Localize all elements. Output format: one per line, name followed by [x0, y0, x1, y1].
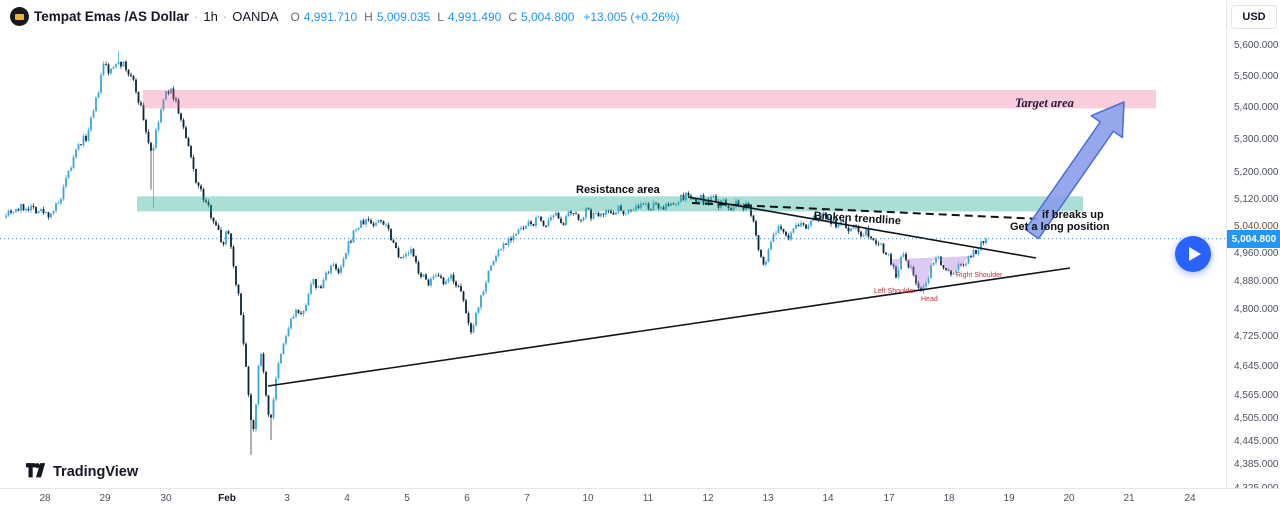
tradingview-window: Resistance area Target area Broken trend… [0, 0, 1280, 508]
play-button[interactable] [1175, 236, 1211, 272]
breakout-note-line1[interactable]: if breaks up [1042, 209, 1104, 221]
ohlc-values: O 4,991.710 H 5,009.035 L 4,991.490 C 5,… [290, 10, 679, 24]
low-value: 4,991.490 [448, 10, 501, 24]
separator-dot: · [223, 9, 227, 24]
time-tick-label: 3 [284, 493, 290, 504]
price-tick-label: 5,300.000 [1234, 134, 1279, 145]
time-tick-label: 13 [762, 493, 773, 504]
timeframe-label[interactable]: 1h [203, 9, 217, 24]
time-tick-label: 28 [39, 493, 50, 504]
time-tick-label: 30 [160, 493, 171, 504]
price-tick-label: 4,725.000 [1234, 331, 1279, 342]
time-tick-label: 7 [524, 493, 530, 504]
price-tick-label: 4,565.000 [1234, 390, 1279, 401]
left-shoulder-label[interactable]: Left Shoulder [874, 288, 916, 295]
resistance-area-label[interactable]: Resistance area [576, 184, 660, 196]
tradingview-logo-icon [26, 463, 46, 480]
open-value: 4,991.710 [304, 10, 357, 24]
price-tick-label: 4,645.000 [1234, 361, 1279, 372]
price-tick-label: 5,400.000 [1234, 102, 1279, 113]
time-tick-label: 24 [1184, 493, 1195, 504]
candles-layer [5, 51, 987, 455]
last-price-badge: 5,004.800 [1227, 230, 1280, 248]
time-tick-label: 29 [99, 493, 110, 504]
time-tick-label: 19 [1003, 493, 1014, 504]
high-label: H [364, 10, 373, 24]
play-icon [1189, 247, 1201, 261]
open-label: O [290, 10, 299, 24]
price-tick-label: 4,445.000 [1234, 436, 1279, 447]
time-tick-label: 10 [582, 493, 593, 504]
price-tick-label: 4,385.000 [1234, 459, 1279, 470]
low-label: L [437, 10, 444, 24]
price-tick-label: 5,600.000 [1234, 40, 1279, 51]
time-tick-label: 17 [883, 493, 894, 504]
time-tick-label: 4 [344, 493, 350, 504]
time-tick-label: 14 [822, 493, 833, 504]
tradingview-watermark-text: TradingView [53, 464, 138, 480]
currency-toggle-button[interactable]: USD [1231, 5, 1277, 29]
time-tick-label: 5 [404, 493, 410, 504]
resistance-area-zone[interactable] [137, 196, 1083, 211]
time-tick-label: 18 [943, 493, 954, 504]
close-value: 5,004.800 [521, 10, 574, 24]
symbol-name[interactable]: Tempat Emas /AS Dollar [34, 9, 189, 24]
chart-area[interactable]: Resistance area Target area Broken trend… [0, 0, 1226, 488]
change-value: +13.005 (+0.26%) [583, 10, 679, 24]
price-tick-label: 5,200.000 [1234, 167, 1279, 178]
price-tick-label: 4,960.000 [1234, 248, 1279, 259]
time-tick-label: Feb [218, 493, 236, 504]
time-tick-label: 12 [702, 493, 713, 504]
right-shoulder-label[interactable]: Right Shoulder [956, 272, 1002, 279]
head-label[interactable]: Head [921, 296, 938, 303]
symbol-header[interactable]: Tempat Emas /AS Dollar · 1h · OANDA O 4,… [10, 7, 679, 26]
drawings-layer[interactable] [0, 90, 1226, 386]
price-tick-label: 4,505.000 [1234, 413, 1279, 424]
price-tick-label: 5,500.000 [1234, 71, 1279, 82]
chart-canvas[interactable] [0, 0, 1226, 488]
close-label: C [508, 10, 517, 24]
time-tick-label: 20 [1063, 493, 1074, 504]
price-axis[interactable]: USD 5,600.000 5,500.000 5,400.000 5,300.000… [1226, 0, 1280, 488]
target-area-label[interactable]: Target area [1015, 96, 1074, 111]
time-tick-label: 21 [1123, 493, 1134, 504]
breakout-note-line2[interactable]: Get a long position [1010, 221, 1110, 233]
ascending-trendline[interactable] [268, 268, 1070, 386]
time-tick-label: 11 [643, 493, 653, 504]
instrument-logo-icon [10, 7, 29, 26]
target-area-zone[interactable] [143, 90, 1156, 108]
time-tick-label: 6 [464, 493, 470, 504]
tradingview-watermark[interactable]: TradingView [26, 463, 138, 480]
separator-dot: · [194, 9, 198, 24]
exchange-label: OANDA [232, 9, 278, 24]
price-tick-label: 5,120.000 [1234, 194, 1279, 205]
price-tick-label: 4,880.000 [1234, 276, 1279, 287]
high-value: 5,009.035 [377, 10, 430, 24]
time-axis[interactable]: 28 29 30 Feb 3 4 5 6 7 10 11 12 13 14 17 18 19 20 21 24 [0, 488, 1280, 508]
price-tick-label: 4,800.000 [1234, 304, 1279, 315]
